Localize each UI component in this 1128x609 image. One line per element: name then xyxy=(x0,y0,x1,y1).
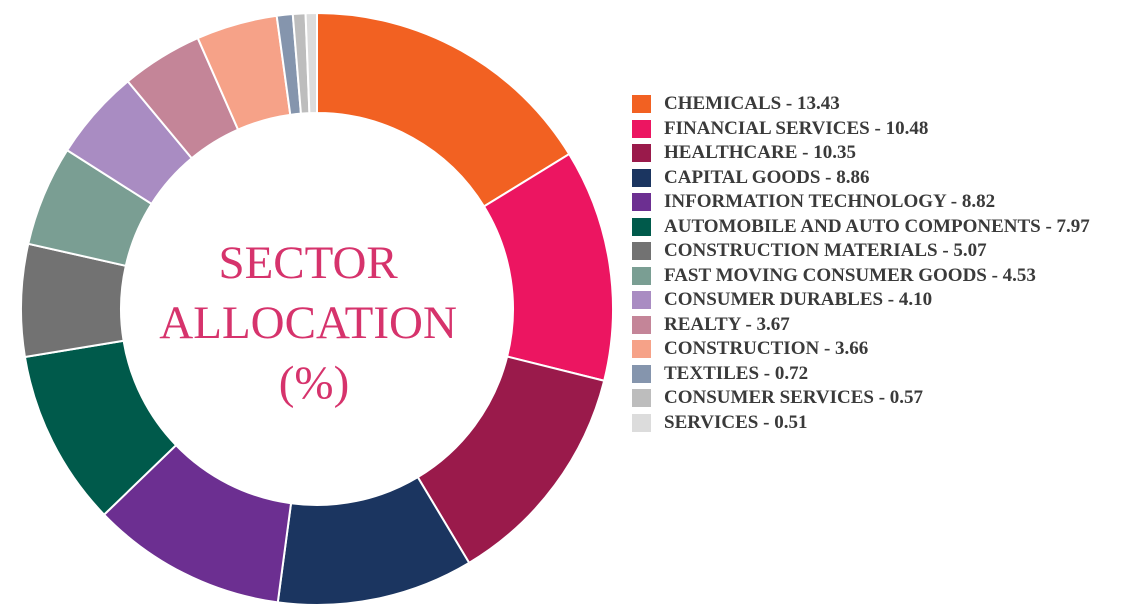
legend-item: CONSUMER SERVICES - 0.57 xyxy=(632,386,1124,411)
legend-item: INFORMATION TECHNOLOGY - 8.82 xyxy=(632,190,1124,215)
legend-swatch xyxy=(632,389,651,407)
legend-swatch xyxy=(632,119,651,138)
legend-label: FINANCIAL SERVICES - 10.48 xyxy=(664,117,929,139)
donut-chart: SECTOR ALLOCATION (%) xyxy=(20,11,614,606)
legend-item: FAST MOVING CONSUMER GOODS - 4.53 xyxy=(632,264,1124,289)
chart-title-line-3: (%) xyxy=(279,357,349,409)
chart-title-line-1: SECTOR xyxy=(218,237,398,289)
legend: CHEMICALS - 13.43 FINANCIAL SERVICES - 10… xyxy=(632,92,1124,435)
legend-swatch xyxy=(632,242,651,260)
legend-swatch xyxy=(632,266,651,285)
chart-title-line-2: ALLOCATION xyxy=(159,297,457,349)
legend-swatch xyxy=(632,364,651,383)
legend-item: REALTY - 3.67 xyxy=(632,313,1124,338)
legend-label: CONSUMER SERVICES - 0.57 xyxy=(664,387,924,408)
legend-swatch xyxy=(632,168,651,187)
legend-item: TEXTILES - 0.72 xyxy=(632,362,1124,387)
legend-swatch xyxy=(632,193,651,211)
legend-label: TEXTILES - 0.72 xyxy=(664,362,809,384)
legend-label: CONSUMER DURABLES - 4.10 xyxy=(664,289,933,310)
legend-item: CHEMICALS - 13.43 xyxy=(632,92,1124,117)
legend-swatch xyxy=(632,413,651,432)
legend-swatch xyxy=(632,144,651,162)
legend-item: CONSTRUCTION - 3.66 xyxy=(632,337,1124,362)
legend-swatch xyxy=(632,340,651,358)
legend-swatch xyxy=(632,291,651,309)
legend-label: FAST MOVING CONSUMER GOODS - 4.53 xyxy=(664,264,1036,286)
legend-item: SERVICES - 0.51 xyxy=(632,411,1124,436)
legend-label: CAPITAL GOODS - 8.86 xyxy=(664,166,870,188)
legend-label: CONSTRUCTION - 3.66 xyxy=(664,338,869,359)
legend-item: HEALTHCARE - 10.35 xyxy=(632,141,1124,166)
legend-item: AUTOMOBILE AND AUTO COMPONENTS - 7.97 xyxy=(632,215,1124,240)
legend-label: CONSTRUCTION MATERIALS - 5.07 xyxy=(664,240,987,261)
legend-item: CONSUMER DURABLES - 4.10 xyxy=(632,288,1124,313)
legend-label: HEALTHCARE - 10.35 xyxy=(664,142,856,163)
legend-item: CONSTRUCTION MATERIALS - 5.07 xyxy=(632,239,1124,264)
legend-swatch xyxy=(632,315,651,334)
legend-item: FINANCIAL SERVICES - 10.48 xyxy=(632,117,1124,142)
legend-label: AUTOMOBILE AND AUTO COMPONENTS - 7.97 xyxy=(664,215,1090,237)
donut-slices xyxy=(20,11,614,606)
legend-label: CHEMICALS - 13.43 xyxy=(664,93,840,114)
legend-swatch xyxy=(632,95,651,113)
legend-label: INFORMATION TECHNOLOGY - 8.82 xyxy=(664,191,996,212)
slice-services xyxy=(304,11,318,115)
legend-swatch xyxy=(632,217,651,236)
legend-label: REALTY - 3.67 xyxy=(664,313,790,335)
legend-item: CAPITAL GOODS - 8.86 xyxy=(632,166,1124,191)
chart-title: SECTOR ALLOCATION (%) xyxy=(159,237,468,409)
legend-label: SERVICES - 0.51 xyxy=(664,411,808,433)
